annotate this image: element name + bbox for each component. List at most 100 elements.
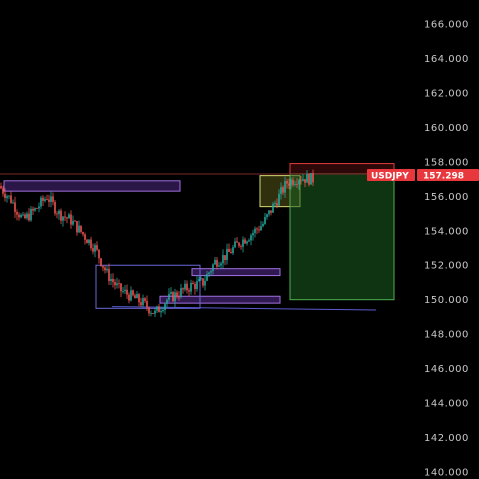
candle-body [206,274,208,281]
candle-body [210,270,212,273]
candle-body [222,255,224,264]
candle-body [178,296,180,298]
candle-body [270,210,272,213]
candle-body [62,216,64,221]
candle-body [8,195,10,197]
candle-body [32,208,34,211]
candle-body [152,313,154,314]
candle-body [168,293,170,300]
candle-body [102,265,104,268]
candle-body [66,217,68,219]
candle-body [150,313,152,314]
candle-body [64,216,66,218]
candle-body [252,232,254,236]
candle-body [180,288,182,297]
y-tick-label: 146.000 [424,364,469,375]
lines-layer [0,173,400,311]
candle-body [190,282,192,292]
supply-zone-top [3,180,181,192]
candle-body [120,283,122,292]
candle-body [16,212,18,215]
candle-body [312,173,314,183]
candle-body [216,259,218,267]
candle-body [260,226,262,231]
candle-body [146,300,148,308]
candle-body [262,223,264,227]
candle-body [224,255,226,261]
price-tag-group: USDJPY 157.298 [367,169,479,182]
candle-body [74,220,76,222]
candle-body [38,206,40,209]
candle-body [44,199,46,201]
candle-body [92,248,94,252]
candle-body [126,289,128,295]
candle-body [248,240,250,242]
candle-body [70,214,72,225]
candle-body [202,278,204,286]
candle-body [112,279,114,283]
candle-body [160,311,162,313]
candle-body [30,208,32,221]
candle-body [20,214,22,218]
candle-body [158,306,160,313]
last-price-label: 157.298 [423,172,464,182]
candle-body [128,294,130,301]
candle-body [86,239,88,244]
candle-body [208,272,210,275]
candle-body [90,239,92,249]
range-box [95,264,201,309]
y-tick-label: 142.000 [424,433,469,444]
candle-body [144,298,146,301]
candle-body [130,290,132,301]
candle-body [2,188,4,194]
candle-body [14,202,16,213]
demand-zone-mid [191,268,281,277]
candle-body [306,174,308,183]
candle-body [162,309,164,312]
candle-body [52,196,54,202]
candle-body [4,193,6,198]
candle-body [26,213,28,219]
candle-body [204,280,206,286]
candle-body [292,179,294,185]
candle-body [298,180,300,185]
candle-body [138,294,140,303]
take-profit-zone [289,173,395,301]
candle-body [154,310,156,314]
candle-body [132,290,134,296]
candle-body [302,179,304,181]
candle-body [0,185,2,189]
y-tick-label: 154.000 [424,226,469,237]
candle-body [226,248,228,261]
last-price-tag [417,169,479,181]
candle-body [50,196,52,202]
candle-body [156,306,158,311]
candle-body [176,292,178,297]
candle-body [188,290,190,292]
candle-body [48,199,50,202]
candle-body [220,263,222,266]
candle-body [266,214,268,218]
y-tick-label: 148.000 [424,330,469,341]
candle-body [116,283,118,286]
candle-body [272,203,274,213]
y-axis: 166.000 164.000 162.000 160.000 158.000 156.0… [424,20,469,479]
candle-body [228,248,230,253]
candle-body [310,173,312,185]
candle-body [34,208,36,211]
y-tick-label: 156.000 [424,192,469,203]
candle-body [230,252,232,254]
y-tick-label: 162.000 [424,88,469,99]
candles-layer [0,169,314,318]
candle-body [100,258,102,266]
candle-body [200,278,202,280]
candle-body [232,247,234,254]
candle-body [46,199,48,200]
candle-body [124,289,126,291]
demand-zone-low [159,295,281,304]
candle-body [104,267,106,271]
symbol-tag-label: USDJPY [371,172,409,182]
candle-body [186,283,188,291]
